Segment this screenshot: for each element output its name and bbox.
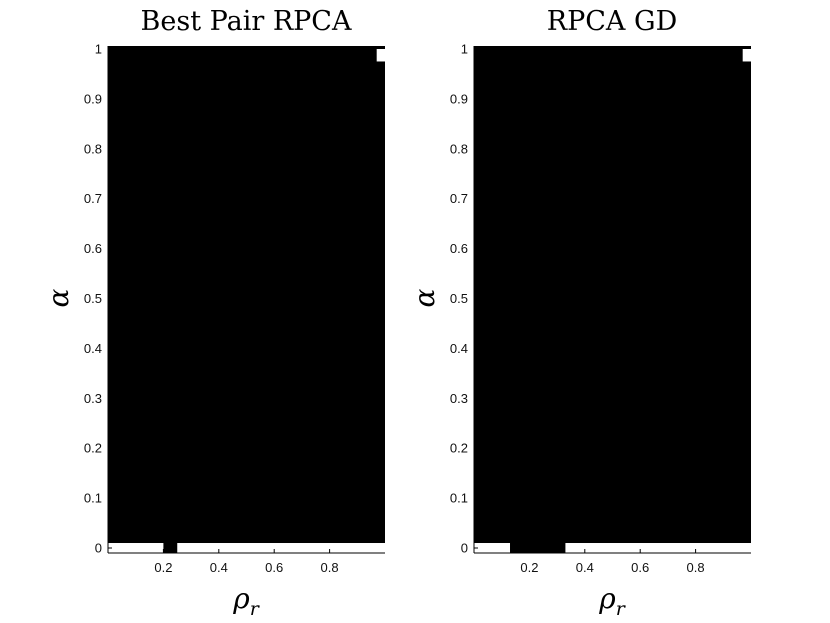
heatmap-cell <box>565 543 751 553</box>
x-tick-label: 0.2 <box>520 560 538 575</box>
panel-best-pair-rpca: Best Pair RPCA α ρr 0 0.1 0.2 0.3 0.4 0.5 0.6 0… <box>42 6 385 620</box>
y-tick-label: 0.7 <box>84 191 102 206</box>
y-tick-label: 0.6 <box>84 241 102 256</box>
y-tick-label: 0 <box>95 541 102 556</box>
y-tick-label: 0.4 <box>450 341 468 356</box>
y-tick-label: 0.8 <box>84 141 102 156</box>
y-tick-label: 0.7 <box>450 191 468 206</box>
heatmap-cell <box>742 49 751 62</box>
y-tick-label: 0.6 <box>450 241 468 256</box>
y-tick-label: 0.5 <box>450 291 468 306</box>
x-axis-label-main: ρ <box>232 582 250 615</box>
y-tick-label: 0.3 <box>84 391 102 406</box>
y-tick-label: 1 <box>95 42 102 57</box>
panel-rpca-gd: RPCA GD α ρr 0 0.1 0.2 0.3 0.4 0.5 0.6 0.7 0.8 0.… <box>408 6 751 620</box>
x-axis-label: ρr <box>598 582 626 620</box>
x-tick-label: 0.4 <box>576 560 594 575</box>
y-tick-label: 1 <box>461 42 468 57</box>
y-tick-label: 0.5 <box>84 291 102 306</box>
x-tick-label: 0.8 <box>321 560 339 575</box>
x-tick-label: 0.6 <box>265 560 283 575</box>
y-tick-label: 0.9 <box>450 91 468 106</box>
x-tick-label: 0.2 <box>154 560 172 575</box>
y-tick-label: 0.1 <box>84 491 102 506</box>
y-axis-label: α <box>42 288 75 307</box>
x-tick-label: 0.6 <box>631 560 649 575</box>
y-tick-label: 0.9 <box>84 91 102 106</box>
panel-title: RPCA GD <box>547 6 677 37</box>
y-tick-label: 0.3 <box>450 391 468 406</box>
y-tick-label: 0.4 <box>84 341 102 356</box>
heatmap-background <box>474 46 751 553</box>
x-axis-label-subscript: r <box>616 598 627 620</box>
x-axis-label-subscript: r <box>250 598 261 620</box>
y-tick-label: 0.2 <box>84 441 102 456</box>
y-tick-label: 0.2 <box>450 441 468 456</box>
panel-title: Best Pair RPCA <box>141 6 352 37</box>
heatmap-cell <box>177 543 385 553</box>
heatmap-background <box>108 46 385 553</box>
y-tick-label: 0.8 <box>450 141 468 156</box>
heatmap-cell <box>376 49 385 62</box>
x-tick-label: 0.8 <box>687 560 705 575</box>
x-axis-label-main: ρ <box>598 582 616 615</box>
x-axis-label: ρr <box>232 582 260 620</box>
x-tick-label: 0.4 <box>210 560 228 575</box>
y-tick-label: 0 <box>461 541 468 556</box>
y-axis-label: α <box>408 288 441 307</box>
y-tick-label: 0.1 <box>450 491 468 506</box>
heatmap-cell <box>474 543 511 553</box>
heatmap-cell <box>108 543 164 553</box>
